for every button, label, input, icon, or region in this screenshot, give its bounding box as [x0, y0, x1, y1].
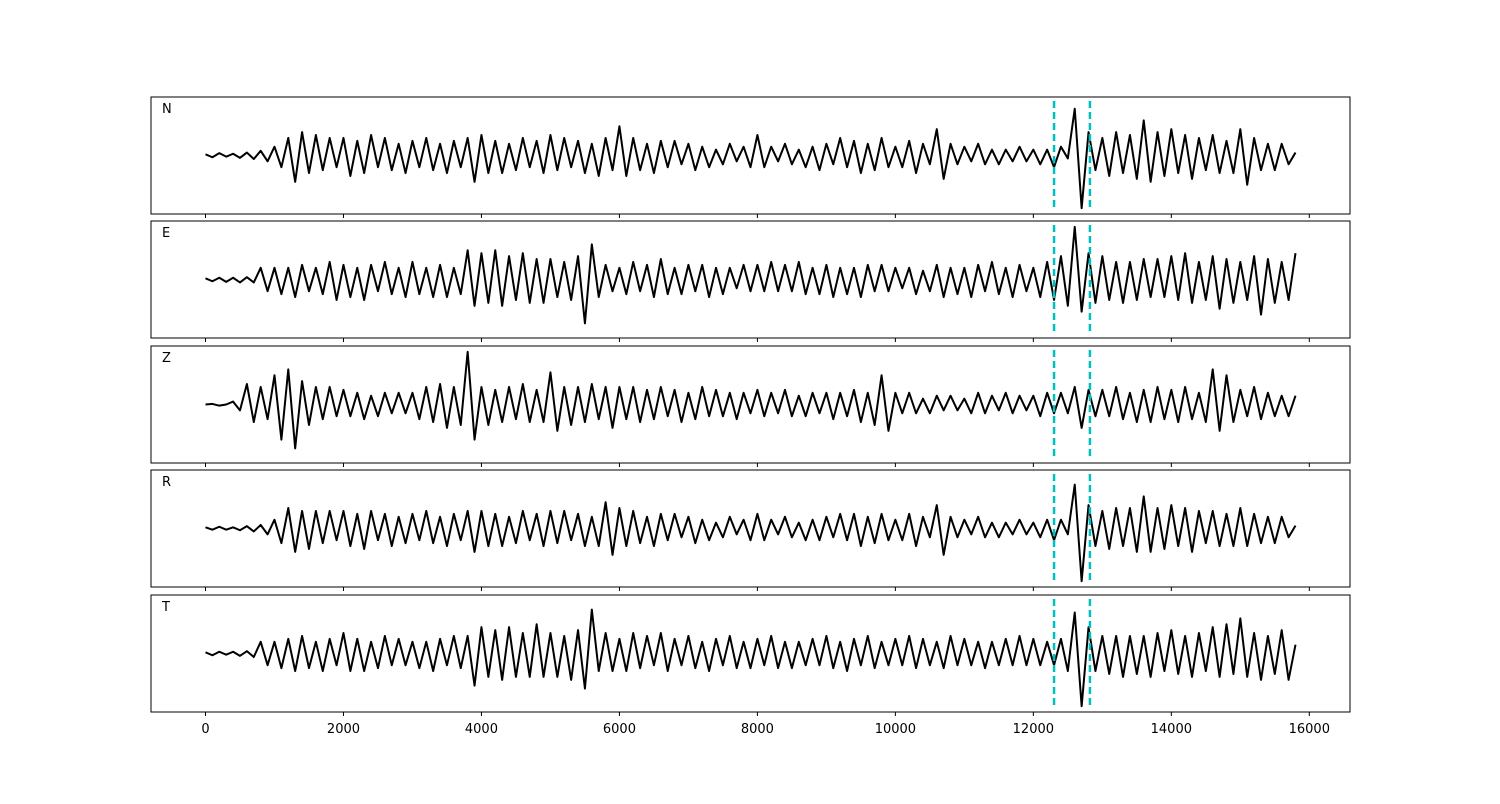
x-tick-label: 12000 [1013, 722, 1054, 737]
panel-frame [150, 345, 1351, 464]
panel-label: N [162, 102, 172, 117]
x-tick-label: 4000 [465, 722, 498, 737]
trace [205, 225, 1297, 325]
panel-label: T [161, 600, 170, 615]
panel-frame [150, 220, 1351, 339]
panel-label: R [162, 475, 171, 490]
x-tick-label: 10000 [875, 722, 916, 737]
trace [205, 483, 1297, 583]
x-tick-label: 6000 [603, 722, 636, 737]
panel-label: E [162, 226, 170, 241]
trace [205, 350, 1297, 450]
panel-frame [150, 594, 1351, 713]
x-tick-label: 0 [201, 722, 209, 737]
x-tick-label: 8000 [741, 722, 774, 737]
x-tick-label: 14000 [1151, 722, 1192, 737]
panel-frame [150, 96, 1351, 215]
trace [205, 107, 1297, 210]
trace [205, 608, 1297, 708]
panel-label: Z [162, 351, 171, 366]
x-tick-label: 16000 [1289, 722, 1330, 737]
panel-frame [150, 469, 1351, 588]
x-tick-label: 2000 [327, 722, 360, 737]
